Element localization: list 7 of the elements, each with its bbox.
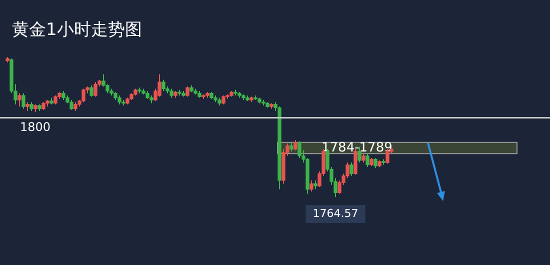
candlestick [202, 94, 206, 100]
chart-title: 黄金1小时走势图 [12, 19, 142, 41]
band-label: 1784-1789 [322, 140, 392, 156]
candlestick [382, 158, 386, 166]
candlestick [138, 87, 142, 94]
annotation: 1800 [20, 120, 51, 134]
annotation: 1764.57 [312, 206, 358, 220]
